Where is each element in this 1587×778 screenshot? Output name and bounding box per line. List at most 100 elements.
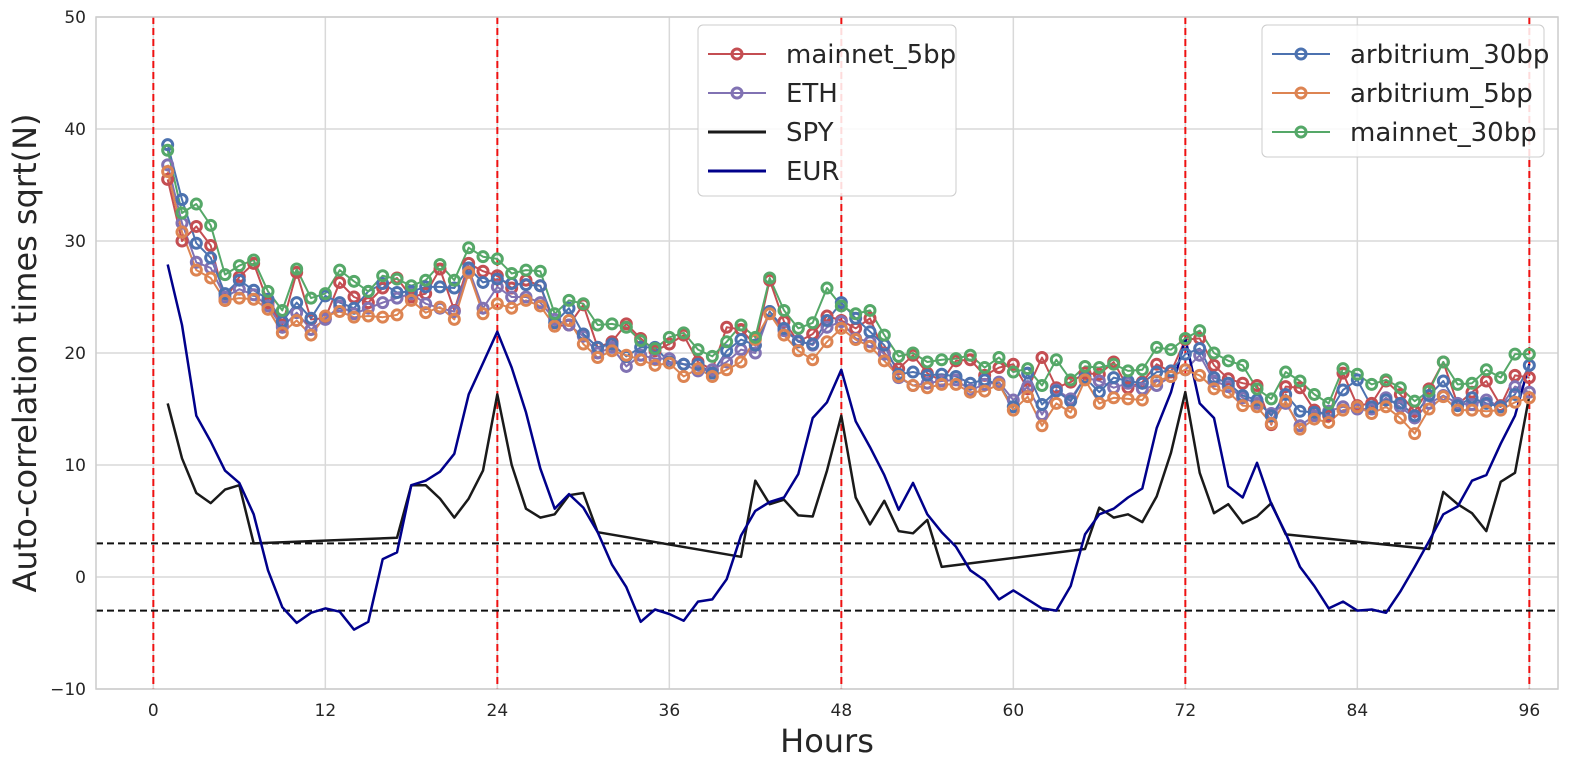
data-point-mainnet_5bp: [189, 219, 203, 233]
data-point-arbitrium_30bp: [1379, 393, 1393, 407]
data-point-arbitrium_5bp: [576, 337, 590, 351]
data-point-mainnet_30bp: [1150, 340, 1164, 354]
data-point-arbitrium_30bp: [204, 251, 218, 265]
data-point-arbitrium_30bp: [849, 311, 863, 325]
data-point-mainnet_30bp: [447, 273, 461, 287]
data-point-mainnet_30bp: [906, 346, 920, 360]
data-point-mainnet_30bp: [1121, 364, 1135, 378]
data-point-arbitrium_5bp: [734, 355, 748, 369]
data-point-arbitrium_5bp: [1250, 400, 1264, 414]
data-point-mainnet_30bp: [247, 253, 261, 267]
data-point-arbitrium_30bp: [218, 287, 232, 301]
data-point-arbitrium_30bp: [189, 236, 203, 250]
data-point-mainnet_30bp: [1250, 382, 1264, 396]
data-point-mainnet_30bp: [1307, 387, 1321, 401]
data-point-arbitrium_5bp: [505, 301, 519, 315]
data-point-mainnet_30bp: [648, 342, 662, 356]
data-point-arbitrium_5bp: [347, 310, 361, 324]
data-point-mainnet_30bp: [978, 361, 992, 375]
data-point-mainnet_5bp: [1221, 372, 1235, 386]
x-tick-label: 12: [315, 701, 337, 721]
data-point-mainnet_30bp: [304, 291, 318, 305]
data-point-mainnet_30bp: [404, 279, 418, 293]
data-point-arbitrium_5bp: [290, 314, 304, 328]
data-point-ETH: [189, 255, 203, 269]
data-point-mainnet_30bp: [963, 348, 977, 362]
data-point-mainnet_5bp: [963, 353, 977, 367]
data-point-arbitrium_5bp: [333, 305, 347, 319]
data-point-arbitrium_5bp: [1307, 412, 1321, 426]
data-point-arbitrium_30bp: [906, 365, 920, 379]
data-point-mainnet_30bp: [992, 350, 1006, 364]
data-point-arbitrium_5bp: [1393, 411, 1407, 425]
data-point-ETH: [820, 320, 834, 334]
data-point-arbitrium_5bp: [1064, 405, 1078, 419]
data-point-mainnet_5bp: [376, 281, 390, 295]
data-point-arbitrium_5bp: [634, 353, 648, 367]
data-point-arbitrium_5bp: [863, 339, 877, 353]
data-point-mainnet_30bp: [677, 326, 691, 340]
data-point-arbitrium_5bp: [361, 309, 375, 323]
data-point-mainnet_30bp: [376, 269, 390, 283]
data-point-mainnet_30bp: [834, 299, 848, 313]
data-point-mainnet_30bp: [347, 274, 361, 288]
data-point-mainnet_30bp: [1422, 384, 1436, 398]
data-point-arbitrium_5bp: [978, 384, 992, 398]
data-point-mainnet_30bp: [634, 334, 648, 348]
data-point-arbitrium_5bp: [992, 377, 1006, 391]
data-point-mainnet_30bp: [619, 320, 633, 334]
y-tick-label: −10: [50, 680, 86, 700]
data-point-arbitrium_30bp: [748, 338, 762, 352]
data-point-arbitrium_5bp: [204, 271, 218, 285]
legend-label-SPY: SPY: [786, 118, 834, 148]
data-point-arbitrium_30bp: [1021, 366, 1035, 380]
data-point-arbitrium_5bp: [490, 297, 504, 311]
data-point-arbitrium_5bp: [791, 344, 805, 358]
data-point-arbitrium_5bp: [548, 319, 562, 333]
data-point-arbitrium_5bp: [691, 362, 705, 376]
data-point-ETH: [978, 377, 992, 391]
x-tick-label: 96: [1519, 701, 1541, 721]
data-point-arbitrium_5bp: [763, 307, 777, 321]
data-point-mainnet_30bp: [161, 143, 175, 157]
data-point-arbitrium_30bp: [605, 337, 619, 351]
data-point-arbitrium_30bp: [1293, 404, 1307, 418]
data-point-arbitrium_5bp: [648, 358, 662, 372]
data-point-arbitrium_30bp: [533, 279, 547, 293]
data-point-mainnet_5bp: [863, 311, 877, 325]
data-point-mainnet_30bp: [1207, 346, 1221, 360]
data-point-arbitrium_5bp: [390, 308, 404, 322]
data-point-mainnet_30bp: [820, 281, 834, 295]
data-point-arbitrium_30bp: [1193, 342, 1207, 356]
data-point-mainnet_30bp: [734, 318, 748, 332]
data-point-mainnet_30bp: [1035, 378, 1049, 392]
data-point-mainnet_30bp: [1006, 365, 1020, 379]
data-point-mainnet_30bp: [462, 241, 476, 255]
data-point-mainnet_5bp: [1035, 350, 1049, 364]
data-point-arbitrium_30bp: [734, 333, 748, 347]
data-point-mainnet_30bp: [1078, 359, 1092, 373]
data-point-arbitrium_5bp: [1006, 403, 1020, 417]
data-point-mainnet_30bp: [232, 259, 246, 273]
data-point-arbitrium_30bp: [419, 280, 433, 294]
data-point-ETH: [834, 315, 848, 329]
legend-label-EUR: EUR: [786, 157, 840, 187]
legend-label-ETH: ETH: [786, 79, 838, 109]
data-point-arbitrium_5bp: [462, 265, 476, 279]
data-point-mainnet_30bp: [1021, 362, 1035, 376]
data-point-mainnet_30bp: [519, 263, 533, 277]
data-point-arbitrium_30bp: [1049, 384, 1063, 398]
legend-marker-mainnet_30bp: [1294, 125, 1308, 139]
data-point-mainnet_30bp: [1350, 367, 1364, 381]
data-point-mainnet_30bp: [1436, 355, 1450, 369]
data-point-ETH: [634, 348, 648, 362]
data-point-arbitrium_30bp: [1279, 387, 1293, 401]
data-point-arbitrium_5bp: [1422, 402, 1436, 416]
data-point-arbitrium_30bp: [1307, 405, 1321, 419]
data-point-arbitrium_30bp: [777, 321, 791, 335]
data-point-mainnet_30bp: [505, 266, 519, 280]
data-point-arbitrium_5bp: [218, 293, 232, 307]
data-point-mainnet_30bp: [419, 273, 433, 287]
data-point-mainnet_5bp: [161, 172, 175, 186]
data-point-mainnet_30bp: [275, 303, 289, 317]
